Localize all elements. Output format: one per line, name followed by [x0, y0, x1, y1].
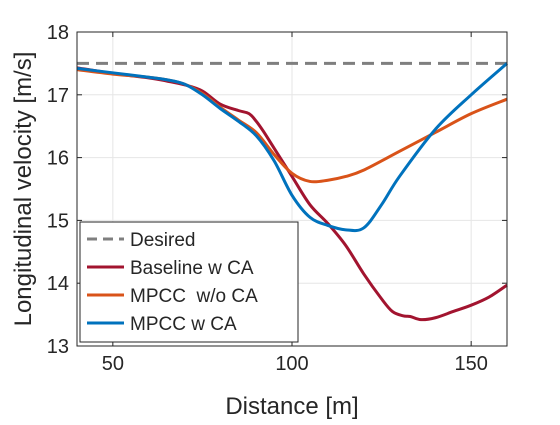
- legend-label-desired: Desired: [130, 230, 195, 251]
- series-layer: [76, 61, 508, 322]
- x-tick-label: 100: [275, 353, 308, 375]
- legend-label-mpcc-w-ca: MPCC w CA: [130, 314, 237, 335]
- y-tick-label: 18: [47, 22, 69, 44]
- tick-layer: 50 100 150 13 14 15 16 17 18: [47, 22, 507, 375]
- x-tick-label: 50: [102, 353, 124, 375]
- x-axis-label: Distance [m]: [225, 393, 358, 420]
- y-tick-label: 13: [47, 336, 69, 358]
- y-tick-label: 16: [47, 148, 69, 170]
- legend: Desired Baseline w CA MPCC w/o CA MPCC w CA: [79, 221, 299, 343]
- series-line-mpcc-w-ca: [76, 62, 508, 233]
- legend-label-mpcc-w-o-ca: MPCC w/o CA: [130, 286, 258, 307]
- x-tick-label: 150: [454, 353, 487, 375]
- y-tick-label: 17: [47, 85, 69, 107]
- y-axis-label: Longitudinal velocity [m/s]: [10, 52, 37, 327]
- legend-label-baseline-w-ca: Baseline w CA: [130, 258, 254, 279]
- y-tick-label: 14: [47, 273, 69, 295]
- y-tick-label: 15: [47, 210, 69, 232]
